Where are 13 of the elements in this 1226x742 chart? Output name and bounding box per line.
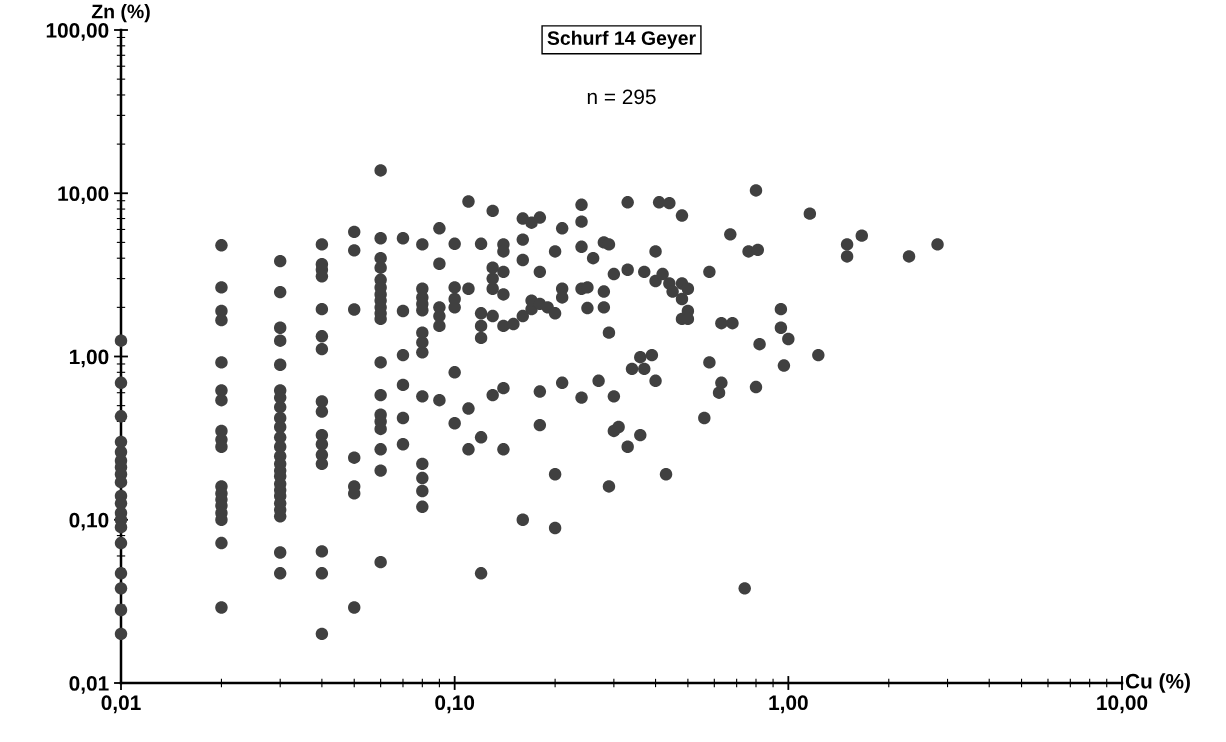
- x-tick-label: 0,01: [101, 695, 141, 714]
- chart-title: Schurf 14 Geyer: [547, 30, 696, 49]
- y-tick-label: 1,00: [69, 349, 109, 368]
- text: n = 295: [587, 89, 656, 105]
- y-axis-title: Zn (%): [91, 4, 150, 23]
- x-axis-title: Cu (%): [1125, 673, 1190, 693]
- y-tick-label: 100,00: [46, 23, 109, 41]
- y-tick-label: 0,10: [69, 512, 109, 531]
- x-tick-label: 1,00: [769, 695, 808, 714]
- y-tick-label: 10,00: [58, 186, 109, 205]
- x-tick-label: 10,00: [1097, 695, 1148, 714]
- y-tick-label: 0,01: [69, 676, 109, 694]
- x-tick-label: 0,10: [435, 695, 475, 714]
